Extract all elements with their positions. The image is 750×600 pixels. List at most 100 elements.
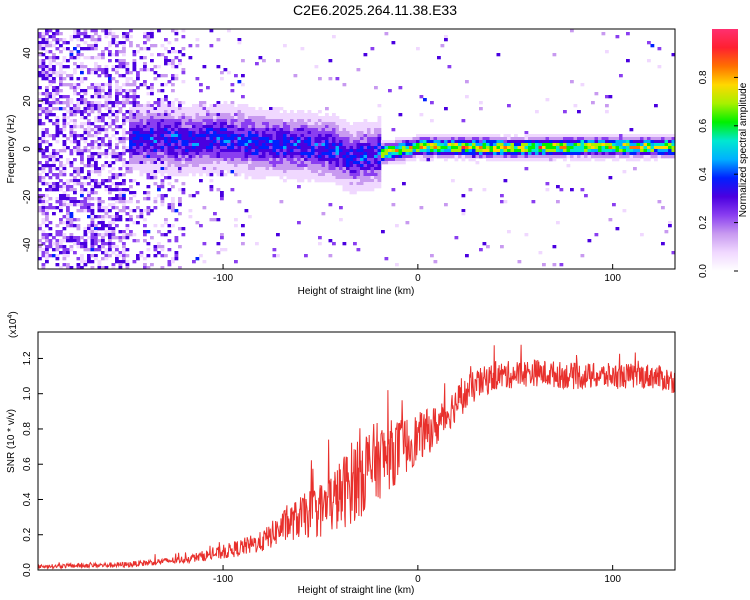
spectrogram-cell: [269, 119, 273, 123]
spectrogram-cell: [374, 185, 378, 189]
spectrogram-cell: [118, 260, 123, 264]
spectrogram-cell: [146, 38, 151, 42]
spectrogram-cell: [115, 248, 119, 252]
spectrogram-cell: [150, 86, 154, 90]
spectrogram-cell: [524, 233, 529, 237]
spectrogram-cell: [167, 173, 172, 177]
spectrogram-cell: [97, 167, 102, 171]
spectrogram-cell: [153, 158, 158, 162]
spectrogram-cell: [167, 80, 172, 84]
spectrogram-cell: [311, 146, 315, 150]
spectrogram-cell: [69, 53, 74, 57]
spectrogram-cell: [111, 101, 116, 105]
spectrogram-cell: [76, 224, 81, 228]
spectrogram-cell: [132, 131, 137, 135]
spectrogram-cell: [209, 128, 214, 132]
spectrogram-cell: [164, 155, 168, 159]
spectrogram-cell: [307, 179, 312, 183]
spectrogram-cell: [132, 50, 137, 54]
spectrogram-cell: [286, 173, 291, 177]
spectrogram-cell: [279, 167, 284, 171]
spectrogram-cell: [605, 152, 609, 156]
spectrogram-cell: [195, 107, 200, 111]
spectrogram-cell: [626, 152, 630, 156]
spectrogram-cell: [528, 155, 532, 159]
spectrogram-cell: [241, 242, 245, 246]
spectrogram-cell: [605, 146, 609, 150]
spectrogram-cell: [234, 260, 238, 264]
spectrogram-cell: [580, 83, 585, 87]
spectrogram-cell: [188, 149, 193, 153]
spectrogram-cell: [241, 125, 245, 129]
spectrogram-cell: [657, 47, 662, 51]
spectrogram-cell: [363, 170, 368, 174]
spectrogram-cell: [465, 137, 469, 141]
spectrogram-cell: [265, 110, 270, 114]
spectrogram-cell: [227, 167, 231, 171]
spectrogram-cell: [524, 167, 529, 171]
spectrogram-cell: [146, 149, 151, 153]
spectrogram-cell: [416, 47, 420, 51]
spectrogram-cell: [241, 59, 245, 63]
spectrogram-cell: [164, 140, 168, 144]
spectrogram-cell: [307, 143, 312, 147]
spectrogram-cell: [356, 161, 361, 165]
spectrogram-cell: [279, 146, 284, 150]
spectrogram-cell: [76, 92, 81, 96]
spectrogram-cell: [234, 134, 238, 138]
spectrogram-cell: [328, 128, 333, 132]
spectrogram-cell: [283, 155, 287, 159]
spectrogram-cell: [118, 92, 123, 96]
spectrogram-cell: [293, 155, 298, 159]
spectrogram-cell: [153, 176, 158, 180]
spectrogram-cell: [202, 113, 207, 117]
spectrogram-cell: [55, 74, 60, 78]
spectrogram-cell: [248, 170, 252, 174]
spectrogram-cell: [237, 116, 242, 120]
spectrogram-cell: [185, 152, 189, 156]
spectrogram-cell: [111, 161, 116, 165]
spectrogram-cell: [122, 101, 126, 105]
spectrogram-cell: [118, 137, 123, 141]
spectrogram-cell: [265, 119, 270, 123]
spectrogram-cell: [580, 254, 585, 258]
spectrogram-cell: [374, 158, 378, 162]
spectrogram-cell: [69, 56, 74, 60]
spectrogram-cell: [153, 119, 158, 123]
spectrogram-cell: [272, 167, 277, 171]
spectrogram-cell: [223, 173, 228, 177]
spectrogram-cell: [241, 131, 245, 135]
spectrogram-cell: [52, 164, 56, 168]
spectrogram-cell: [346, 140, 350, 144]
spectrogram-cell: [454, 236, 459, 240]
spectrogram-cell: [244, 164, 249, 168]
spectrogram-cell: [286, 152, 291, 156]
spectrogram-cell: [174, 116, 179, 120]
spectrogram-cell: [241, 158, 245, 162]
spectrogram-cell: [356, 167, 361, 171]
spectrogram-cell: [251, 110, 256, 114]
spectrogram-cell: [202, 152, 207, 156]
spectrogram-cell: [514, 137, 518, 141]
spectrogram-cell: [139, 212, 144, 216]
spectrogram-cell: [55, 29, 60, 33]
spectrogram-cell: [153, 125, 158, 129]
spectrogram-cell: [167, 137, 172, 141]
spectrogram-cell: [188, 155, 193, 159]
spectrogram-x-tick-label: 100: [604, 273, 621, 284]
spectrogram-cell: [251, 116, 256, 120]
spectrogram-cell: [619, 143, 623, 147]
spectrogram-cell: [566, 134, 571, 138]
spectrogram-cell: [339, 125, 343, 129]
spectrogram-cell: [255, 110, 259, 114]
spectrogram-cell: [143, 257, 147, 261]
spectrogram-cell: [118, 74, 123, 78]
spectrogram-cell: [132, 68, 137, 72]
spectrogram-cell: [111, 167, 116, 171]
spectrogram-cell: [398, 86, 403, 90]
spectrogram-cell: [276, 146, 280, 150]
spectrogram-cell: [598, 152, 602, 156]
spectrogram-cell: [654, 140, 658, 144]
spectrogram-cell: [213, 128, 217, 132]
spectrogram-cell: [125, 146, 130, 150]
